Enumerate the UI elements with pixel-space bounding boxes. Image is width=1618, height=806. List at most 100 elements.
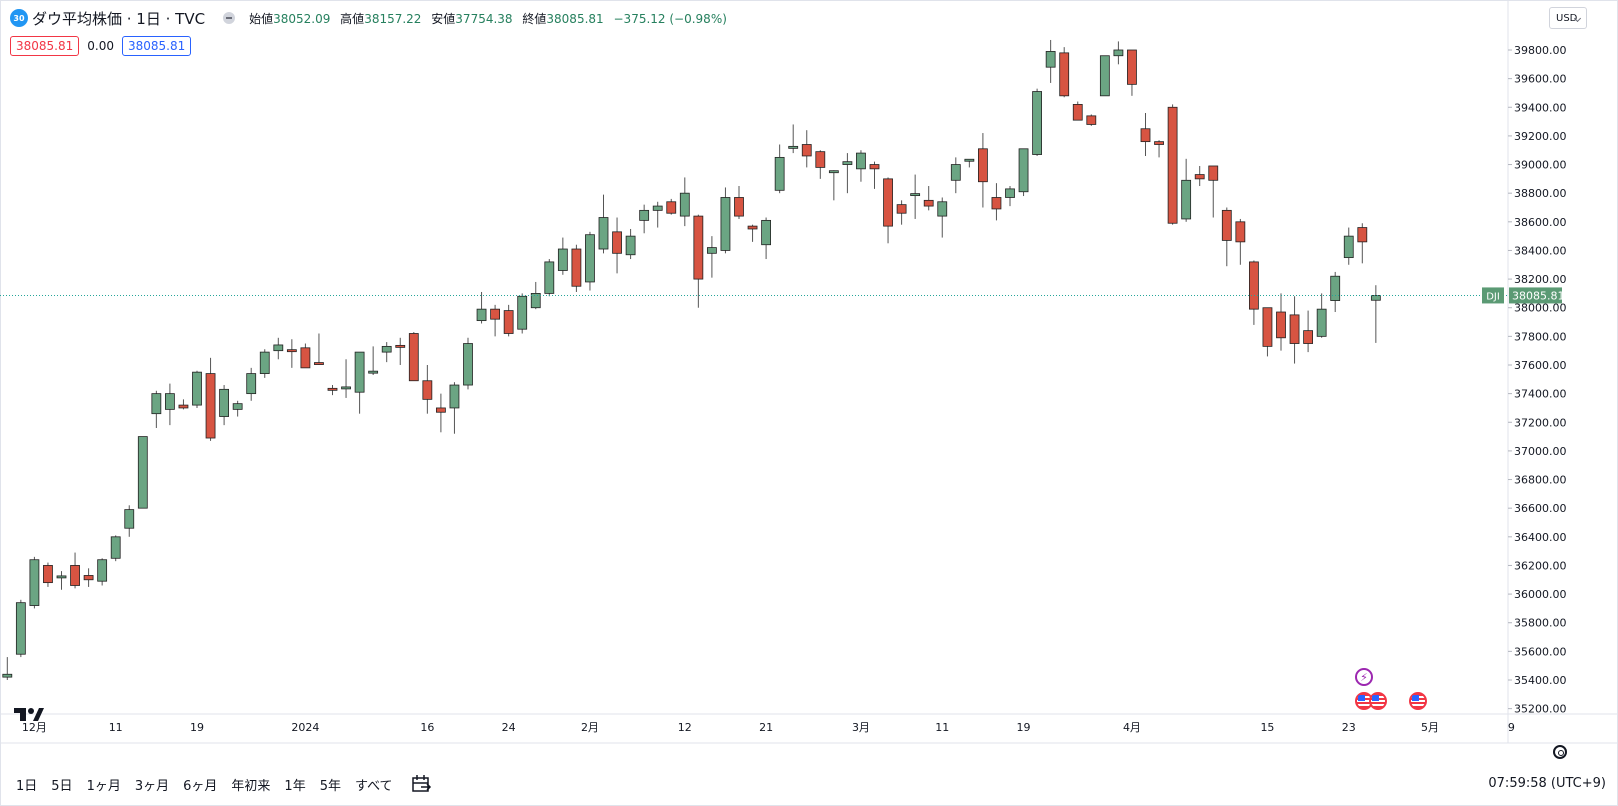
candle-body bbox=[1208, 165, 1219, 181]
ohlc-low-value: 37754.38 bbox=[455, 11, 513, 26]
range-5y-button[interactable]: 5年 bbox=[319, 778, 341, 794]
candle-body bbox=[910, 193, 921, 197]
candle bbox=[734, 186, 744, 219]
candle-body bbox=[896, 204, 907, 214]
range-5d-button[interactable]: 5日 bbox=[51, 778, 73, 794]
candle-body bbox=[747, 225, 758, 230]
candle bbox=[43, 562, 53, 587]
candle-body bbox=[883, 178, 893, 227]
candle-body bbox=[625, 235, 636, 256]
candle bbox=[1303, 310, 1313, 353]
candle-body bbox=[341, 386, 351, 390]
candle-body bbox=[517, 295, 528, 330]
range-ytd-button[interactable]: 年初来 bbox=[231, 778, 271, 794]
candle bbox=[1018, 148, 1029, 197]
candle bbox=[991, 183, 1002, 221]
candle bbox=[1086, 114, 1097, 126]
candle-body bbox=[29, 559, 40, 606]
candle-body bbox=[476, 308, 487, 322]
candle-body bbox=[97, 559, 108, 582]
candle bbox=[950, 157, 961, 194]
symbol-legend: 30 ダウ平均株価 · 1日 · TVC 始値38052.09 高値38157.… bbox=[10, 8, 733, 28]
candle-body bbox=[923, 199, 934, 207]
candle-body bbox=[124, 509, 135, 529]
candle-body bbox=[449, 384, 460, 409]
candle bbox=[612, 217, 622, 274]
candle-body bbox=[273, 344, 284, 352]
candle-body bbox=[788, 145, 799, 149]
candle-body bbox=[259, 351, 270, 374]
us-flag-event-icon[interactable] bbox=[1369, 692, 1387, 710]
candle bbox=[869, 161, 880, 189]
calendar-goto-icon[interactable] bbox=[411, 774, 433, 794]
candle-body bbox=[856, 152, 866, 170]
candle-body bbox=[463, 343, 473, 386]
candle bbox=[1262, 307, 1273, 357]
candle bbox=[1154, 140, 1164, 158]
range-all-button[interactable]: すべて bbox=[354, 778, 393, 794]
candle-body bbox=[246, 373, 257, 395]
range-1d-button[interactable]: 1日 bbox=[16, 778, 38, 794]
currency-select[interactable]: USD bbox=[1549, 7, 1587, 29]
candle-body bbox=[1235, 221, 1246, 243]
time-tick-label: 2024 bbox=[291, 721, 319, 734]
candle bbox=[70, 552, 80, 589]
candle-body bbox=[774, 156, 785, 191]
range-1m-button[interactable]: 1ヶ月 bbox=[86, 778, 121, 794]
price-tick-label: 36400.00 bbox=[1514, 531, 1567, 544]
price-tick-label: 35200.00 bbox=[1514, 703, 1567, 716]
timezone-clock[interactable]: 07:59:58 (UTC+9) bbox=[1488, 776, 1606, 791]
candle bbox=[192, 370, 202, 408]
range-1y-button[interactable]: 1年 bbox=[284, 778, 306, 794]
candle bbox=[381, 342, 392, 363]
candle-body bbox=[1316, 308, 1327, 337]
range-6m-button[interactable]: 6ヶ月 bbox=[183, 778, 218, 794]
us-flag-event-icon[interactable] bbox=[1409, 692, 1427, 710]
symbol-title[interactable]: ダウ平均株価 · 1日 · TVC bbox=[32, 9, 206, 28]
candle bbox=[1208, 165, 1219, 218]
candle-body bbox=[1370, 295, 1381, 301]
candle-body bbox=[56, 575, 67, 579]
candle bbox=[314, 333, 324, 365]
candle-body bbox=[1099, 55, 1110, 97]
ask-price[interactable]: 38085.81 bbox=[121, 36, 192, 56]
candle bbox=[1357, 223, 1368, 264]
candle bbox=[490, 304, 501, 337]
candle-body bbox=[192, 371, 202, 406]
candle-body bbox=[1167, 106, 1178, 224]
candle-body bbox=[164, 393, 175, 410]
bid-price[interactable]: 38085.81 bbox=[10, 36, 80, 56]
tradingview-logo-icon[interactable] bbox=[14, 708, 44, 722]
candle-body bbox=[1276, 311, 1286, 339]
candle-body bbox=[83, 575, 94, 581]
hide-series-icon[interactable] bbox=[223, 12, 236, 24]
lightning-event-icon[interactable]: ⚡ bbox=[1355, 668, 1373, 686]
candle-body bbox=[1357, 227, 1368, 243]
candle-body bbox=[1127, 49, 1137, 85]
price-tick-label: 39600.00 bbox=[1514, 73, 1567, 86]
candle-body bbox=[557, 248, 568, 271]
candle bbox=[571, 244, 582, 292]
candle bbox=[1276, 293, 1286, 351]
candle bbox=[422, 364, 433, 414]
candle bbox=[774, 144, 785, 194]
time-tick-label: 12 bbox=[678, 721, 692, 734]
candle-body bbox=[368, 370, 379, 374]
candle bbox=[1072, 101, 1083, 121]
candle bbox=[1221, 207, 1232, 267]
symbol-logo-icon: 30 bbox=[10, 9, 28, 27]
candle-body bbox=[503, 310, 514, 334]
time-tick-label: 15 bbox=[1260, 721, 1274, 734]
price-tick-label: 39400.00 bbox=[1514, 101, 1567, 114]
candle-body bbox=[1032, 91, 1042, 155]
gear-icon[interactable] bbox=[1553, 745, 1567, 759]
candle bbox=[164, 383, 175, 426]
candle-body bbox=[137, 436, 148, 509]
candle bbox=[503, 304, 514, 337]
range-3m-button[interactable]: 3ヶ月 bbox=[134, 778, 170, 794]
candle bbox=[801, 130, 812, 168]
candle-body bbox=[1221, 209, 1232, 241]
candle bbox=[1181, 158, 1192, 222]
candle-body bbox=[178, 404, 189, 409]
